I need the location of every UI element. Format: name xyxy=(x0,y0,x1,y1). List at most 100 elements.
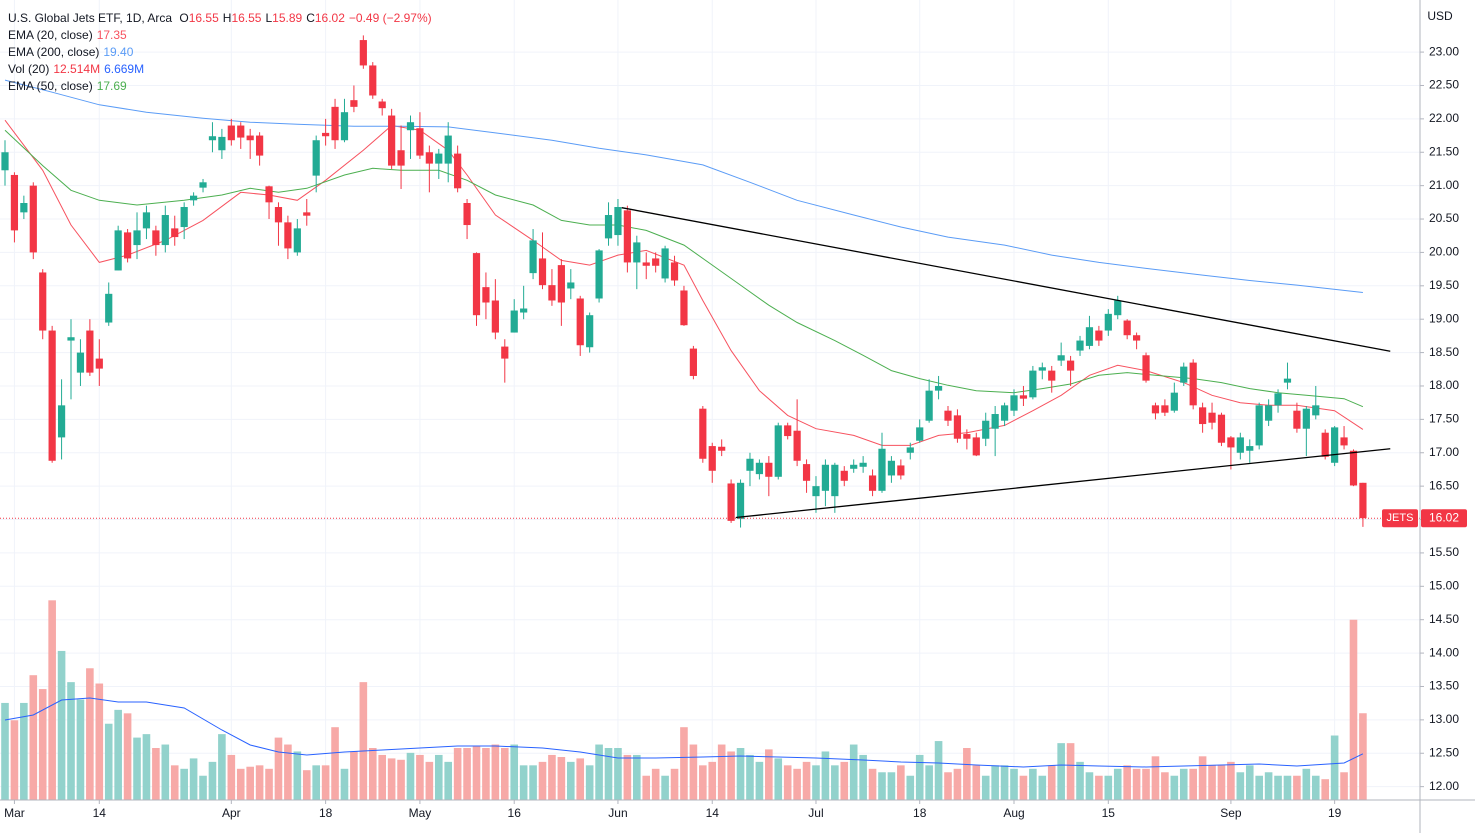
candle-body xyxy=(548,285,556,301)
volume-bar xyxy=(1000,765,1009,800)
candle-body xyxy=(953,415,962,439)
candle-body xyxy=(274,207,283,223)
y-tick-label: 22.50 xyxy=(1429,78,1459,92)
candle-body xyxy=(576,298,584,346)
candle-body xyxy=(1180,366,1188,383)
volume-bar xyxy=(699,765,707,800)
candle-body xyxy=(1274,393,1282,406)
volume-bar xyxy=(48,600,56,800)
candle-body xyxy=(1133,335,1141,341)
plot-area xyxy=(0,0,1420,800)
indicator-legend: EMA (50, close) 17.69 xyxy=(8,78,436,95)
indicator-legend: EMA (20, close) 17.35 xyxy=(8,27,436,44)
candle-body xyxy=(1189,362,1197,406)
candle-body xyxy=(199,182,207,188)
volume-bar xyxy=(576,758,585,800)
volume-bar xyxy=(208,761,217,800)
candle-body xyxy=(86,330,94,373)
volume-bar xyxy=(265,768,273,800)
volume-bar xyxy=(416,754,424,800)
volume-bar xyxy=(642,775,651,800)
candle-body xyxy=(265,186,273,203)
y-tick-label: 23.00 xyxy=(1429,44,1459,58)
indicator-line xyxy=(4,697,1364,768)
volume-bar xyxy=(472,745,481,800)
change-label: −0.49 (−2.97%) xyxy=(348,11,432,25)
candle-body xyxy=(1,152,9,171)
candle-body xyxy=(20,203,28,213)
volume-bar xyxy=(152,748,160,800)
volume-bar xyxy=(1330,735,1339,800)
candle-body xyxy=(1208,412,1216,423)
volume-bar xyxy=(1104,775,1113,800)
candle-body xyxy=(595,250,603,299)
volume-bar xyxy=(1010,768,1018,800)
candle-body xyxy=(425,152,433,164)
volume-bar xyxy=(1029,768,1037,800)
ohlc-key: L xyxy=(265,11,273,25)
x-tick-label: Aug xyxy=(1003,806,1024,820)
candle-body xyxy=(312,140,320,176)
volume-bar xyxy=(1132,768,1141,800)
volume-bar xyxy=(57,650,66,800)
y-tick-label: 18.00 xyxy=(1429,378,1459,392)
ohlc-item: L15.89 xyxy=(265,11,302,25)
x-tick-label: 18 xyxy=(319,806,333,820)
indicator-value: 17.69 xyxy=(96,79,127,93)
volume-bar xyxy=(180,768,188,800)
x-tick-label: 14 xyxy=(93,806,107,820)
volume-bar xyxy=(1,702,9,800)
volume-bar xyxy=(1179,768,1188,800)
volume-bar xyxy=(199,775,207,800)
candle-body xyxy=(991,414,999,429)
candle-body xyxy=(284,222,292,249)
candle-body xyxy=(972,437,980,456)
x-tick-label: Apr xyxy=(222,806,241,820)
candle-body xyxy=(557,265,565,303)
candle-body xyxy=(1038,367,1046,371)
volume-bar xyxy=(802,761,811,800)
candle-body xyxy=(680,290,688,326)
candle-body xyxy=(812,486,820,497)
indicator-name: EMA (20, close) xyxy=(8,28,93,42)
volume-bar xyxy=(1151,756,1160,800)
candle-body xyxy=(774,425,782,477)
candle-body xyxy=(821,464,830,491)
volume-bar xyxy=(1208,765,1216,800)
volume-bar xyxy=(1227,761,1235,800)
volume-bar xyxy=(1302,768,1311,800)
candle-body xyxy=(190,195,198,201)
candle-body xyxy=(755,462,763,475)
volume-bar xyxy=(246,766,254,800)
candle-body xyxy=(171,228,179,238)
volume-bar xyxy=(651,768,660,800)
candle-body xyxy=(510,310,518,333)
volume-bar xyxy=(444,761,453,800)
candle-body xyxy=(1217,414,1226,443)
candle-body xyxy=(1142,355,1150,381)
y-tick-label: 19.50 xyxy=(1429,278,1459,292)
volume-bar xyxy=(1359,713,1367,800)
volume-bar xyxy=(359,682,368,800)
candle-body xyxy=(1000,405,1009,421)
volume-bar xyxy=(859,754,867,800)
candle-body xyxy=(256,135,264,156)
candle-body xyxy=(331,106,339,141)
volume-bar xyxy=(746,754,754,800)
candle-body xyxy=(482,287,490,303)
x-tick-label: May xyxy=(409,806,432,820)
volume-bar xyxy=(453,748,462,800)
candle-body xyxy=(831,464,839,497)
candle-body xyxy=(538,258,547,286)
volume-bar xyxy=(397,759,405,800)
volume-bar xyxy=(944,772,952,800)
volume-bar xyxy=(953,768,962,800)
y-tick-label: 14.00 xyxy=(1429,645,1459,659)
volume-bar xyxy=(1255,775,1263,800)
y-tick-label: 16.50 xyxy=(1429,478,1459,492)
candle-body xyxy=(435,153,443,164)
candle-body xyxy=(897,465,905,476)
volume-bar xyxy=(425,761,434,800)
y-tick-label: 12.50 xyxy=(1429,745,1459,759)
volume-bar xyxy=(736,748,745,800)
